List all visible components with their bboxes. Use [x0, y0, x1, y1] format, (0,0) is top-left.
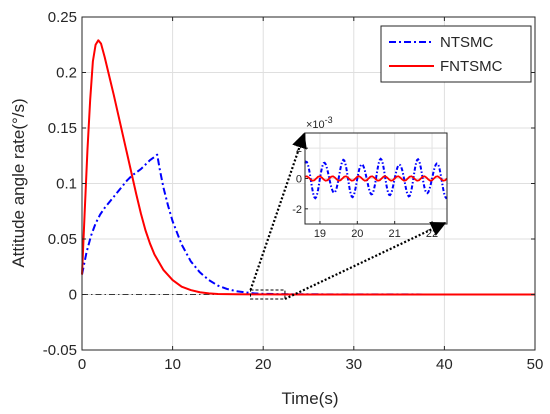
inset-x-tick-label: 19 [314, 228, 326, 240]
y-tick-label: 0.2 [56, 65, 77, 82]
y-tick-label: 0.25 [48, 9, 77, 26]
y-axis-ticks: -0.05 0 0.05 0.1 0.15 0.2 0.25 [43, 9, 535, 359]
x-tick-label: 0 [78, 356, 86, 373]
inset-x-tick-label: 21 [389, 228, 401, 240]
inset-y-tick-label: -2 [292, 204, 302, 216]
x-tick-label: 20 [255, 356, 272, 373]
series-line-ntsmc [81, 153, 535, 296]
inset-x-tick-label: 22 [426, 228, 438, 240]
y-tick-label: 0.1 [56, 176, 77, 193]
inset-y-tick-label: 0 [296, 174, 302, 186]
legend-label-fntsmc: FNTSMC [440, 58, 503, 75]
zoom-rectangle [250, 289, 286, 300]
inset-x-tick-label: 20 [351, 228, 363, 240]
x-tick-label: 30 [345, 356, 362, 373]
zoom-arrow-right [284, 221, 447, 300]
x-axis-label: Time(s) [282, 389, 339, 408]
inset-exponent-label: ×10-3 [306, 115, 333, 131]
legend-box [380, 25, 532, 83]
x-axis-ticks: 0 10 20 30 40 50 [78, 17, 544, 373]
y-tick-label: -0.05 [43, 342, 77, 359]
y-tick-label: 0.15 [48, 120, 77, 137]
series-layer [81, 39, 535, 296]
zoom-arrow-left [249, 132, 307, 291]
x-tick-label: 10 [164, 356, 181, 373]
legend-label-ntsmc: NTSMC [440, 34, 493, 51]
y-tick-label: 0 [69, 287, 77, 304]
series-line-fntsmc [81, 39, 535, 296]
legend: NTSMC FNTSMC [380, 25, 532, 83]
inset-series-fntsmc [304, 175, 448, 182]
x-tick-label: 40 [436, 356, 453, 373]
inset-series [304, 157, 448, 200]
zoom-indicator [250, 289, 286, 300]
y-tick-label: 0.05 [48, 231, 77, 248]
x-tick-label: 50 [527, 356, 544, 373]
zoom-arrows [249, 132, 447, 300]
y-axis-label: Attitude angle rate(°/s) [9, 98, 28, 267]
